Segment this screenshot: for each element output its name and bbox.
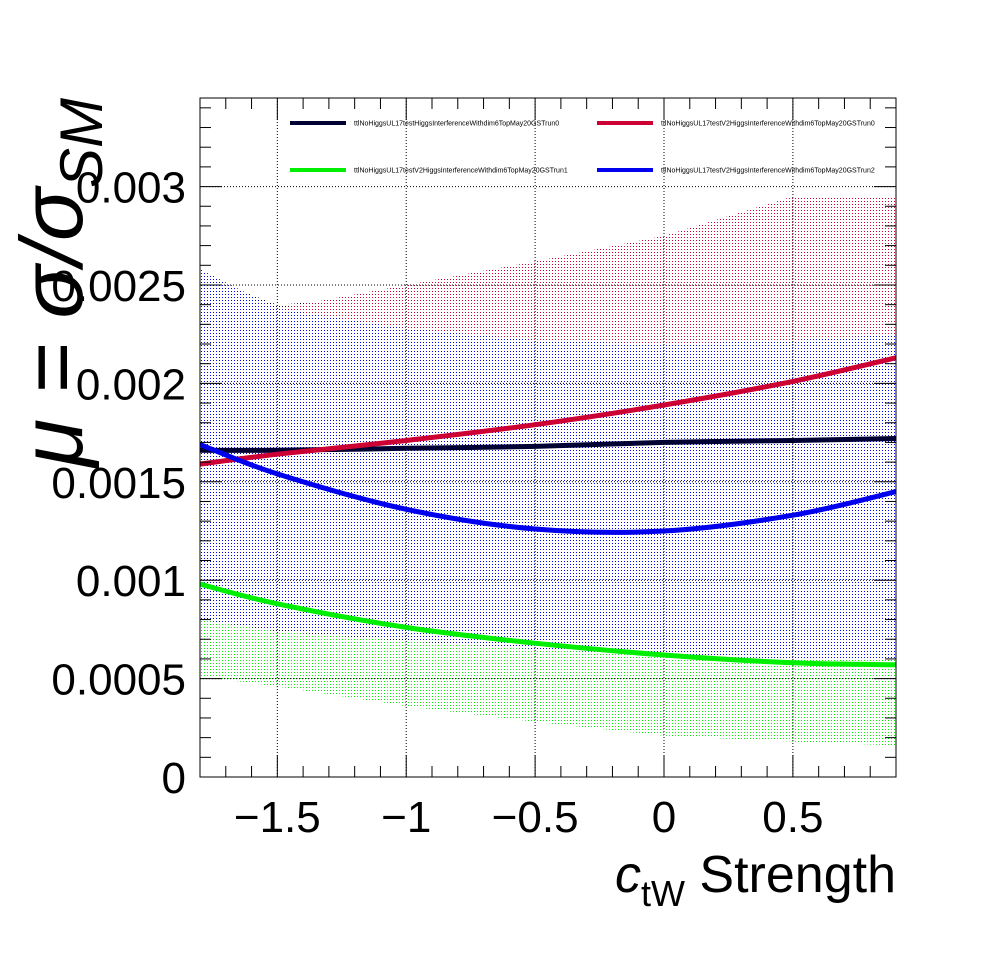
legend-label-2: ttlNoHiggsUL17testV2HiggsInterferenceWit… <box>661 121 875 128</box>
y-tick-label: 0 <box>162 754 186 803</box>
legend: ttlNoHiggsUL17testHiggsInterferenceWithd… <box>290 121 875 175</box>
uncertainty-bands <box>200 196 896 746</box>
y-tick-label: 0.003 <box>76 164 186 213</box>
y-axis-title: μ = σ/σSM <box>2 98 115 469</box>
x-tick-label: 0 <box>652 793 676 842</box>
band-series-4 <box>200 269 896 659</box>
x-tick-label: −0.5 <box>492 793 579 842</box>
plot-frame <box>199 97 897 778</box>
legend-label-1: ttlNoHiggsUL17testHiggsInterferenceWithd… <box>354 121 559 128</box>
y-tick-label: 0.002 <box>76 360 186 409</box>
series-line-2 <box>200 355 896 467</box>
y-tick-label: 0.001 <box>76 557 186 606</box>
legend-label-4: ttlNoHiggsUL17testV2HiggsInterferenceWit… <box>661 168 875 175</box>
series-line-3 <box>200 581 896 668</box>
x-tick-label: 0.5 <box>762 793 823 842</box>
series-lines <box>200 355 896 668</box>
tick-labels: −1.5 −1 −0.5 0 0.5 0 0.0005 0.001 0.0015 0.002 0.0… <box>51 164 823 842</box>
series-line-4 <box>200 441 896 535</box>
x-tick-label: −1.5 <box>234 793 321 842</box>
band-series-3 <box>200 619 896 746</box>
y-tick-label: 0.0005 <box>51 656 186 705</box>
y-tick-label: 0.0015 <box>51 459 186 508</box>
band-series-2 <box>200 196 896 348</box>
x-axis-title: ctW Strength <box>615 846 896 914</box>
series-line-1 <box>200 436 896 453</box>
x-tick-label: −1 <box>381 793 431 842</box>
y-tick-label: 0.0025 <box>51 262 186 311</box>
legend-label-3: ttlNoHiggsUL17testV2HiggsInterferenceWit… <box>354 168 568 175</box>
axis-ticks <box>199 98 897 778</box>
